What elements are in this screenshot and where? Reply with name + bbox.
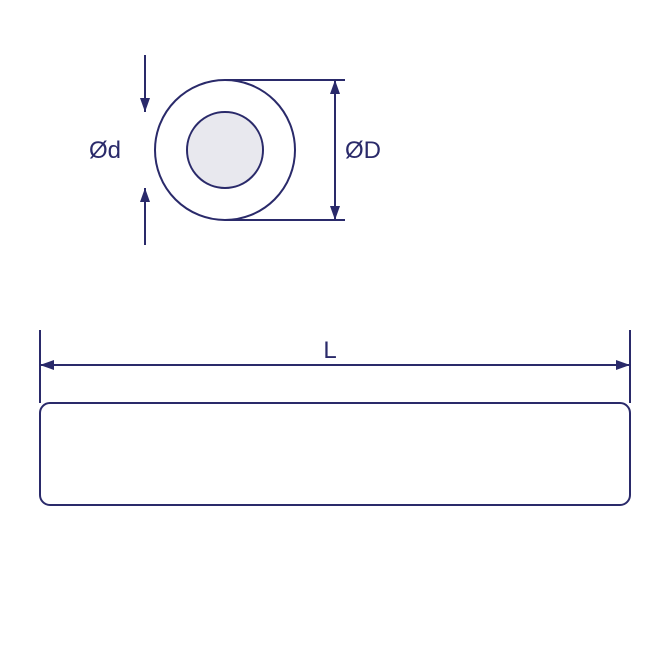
- label-outer-diameter: ØD: [345, 137, 381, 164]
- label-length: L: [323, 337, 336, 364]
- label-inner-diameter: Ød: [89, 137, 121, 164]
- technical-drawing: Ød ØD L: [0, 0, 670, 670]
- inner-circle: [187, 112, 263, 188]
- tube-side-view: [40, 403, 630, 505]
